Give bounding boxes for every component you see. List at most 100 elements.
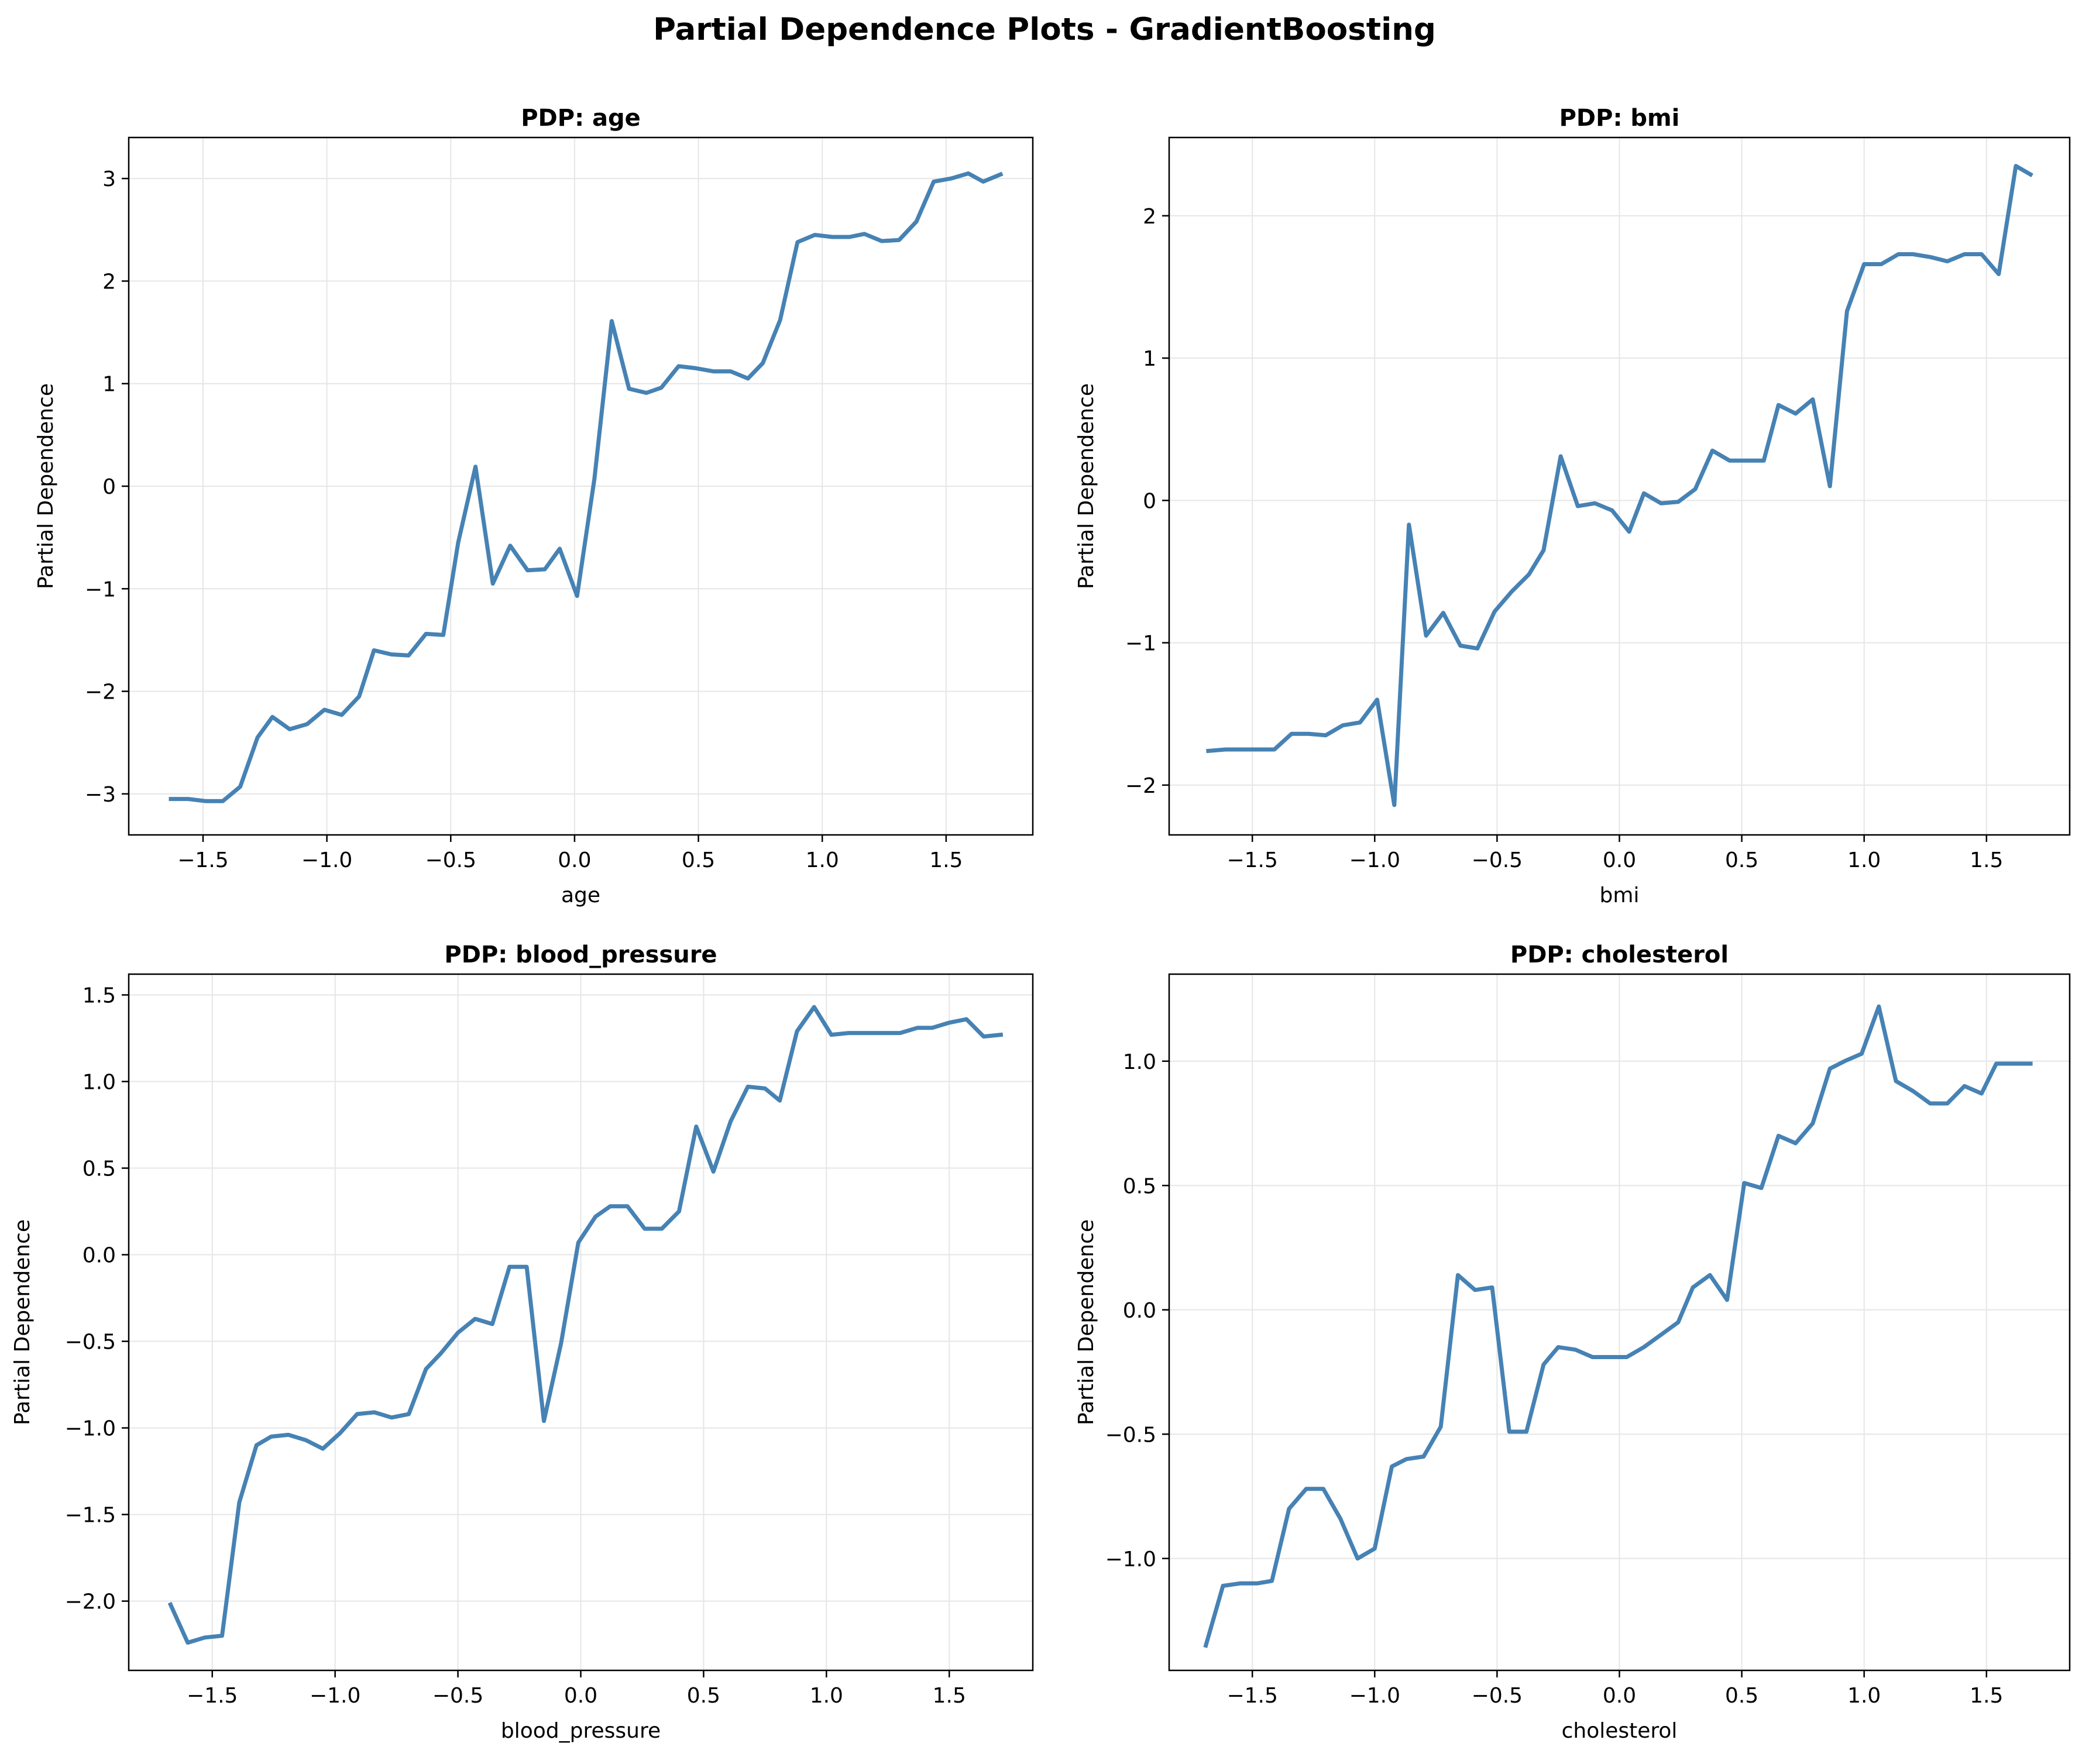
data-point (746, 377, 750, 380)
data-point (1207, 749, 1210, 752)
data-point (1691, 1286, 1695, 1290)
data-point (255, 1443, 258, 1447)
data-point (729, 370, 733, 373)
x-tick-label: −1.5 (1226, 1684, 1277, 1708)
data-point (1627, 530, 1631, 534)
data-point (424, 1367, 428, 1371)
pdp-line (167, 1005, 1004, 1645)
data-point (304, 1438, 307, 1442)
data-point (1843, 1060, 1846, 1063)
x-tick-label: −1.0 (1349, 1684, 1400, 1708)
x-tick-label: 0.0 (564, 1684, 597, 1708)
y-tick-label: −1 (85, 577, 116, 601)
data-point (1557, 1346, 1560, 1349)
data-point (203, 1636, 207, 1639)
data-point (1339, 1517, 1342, 1521)
x-tick-label: 0.5 (1725, 848, 1758, 872)
data-point (1610, 508, 1614, 512)
x-tick-label: 1.0 (810, 1684, 843, 1708)
data-point (442, 633, 445, 637)
y-tick-label: 3 (102, 167, 116, 191)
data-point (796, 240, 799, 244)
y-tick-label: −3 (85, 783, 116, 807)
data-point (1828, 484, 1832, 488)
y-tick-label: 0 (102, 475, 116, 499)
data-point (1659, 501, 1663, 505)
y-tick-label: 2 (102, 270, 116, 294)
x-tick-label: −1.0 (1349, 848, 1400, 872)
data-point (559, 1342, 563, 1345)
data-point (1777, 403, 1780, 407)
data-point (322, 708, 326, 711)
data-point (763, 1086, 767, 1090)
data-point (1390, 1465, 1394, 1469)
data-point (1221, 1584, 1225, 1588)
data-point (1593, 501, 1597, 505)
data-point (949, 177, 953, 180)
subplot-blood-pressure: −1.5 −1.0 −0.5 0.0 0.5 1.0 1.5 −2.0 −1.5 −1.0 −0.5… (11, 941, 1034, 1743)
data-point (898, 1031, 902, 1035)
subplot-title: PDP: bmi (1559, 105, 1680, 132)
y-tick-label: 1.0 (1123, 1050, 1156, 1074)
x-tick-label: −1.5 (187, 1684, 238, 1708)
x-tick-label: 0.5 (682, 848, 715, 872)
x-tick-label: 1.0 (806, 848, 839, 872)
data-point (186, 1641, 190, 1645)
y-tick-label: −2 (85, 680, 116, 704)
data-point (1880, 263, 1883, 266)
x-tick-label: −0.5 (1472, 848, 1523, 872)
data-point (1393, 803, 1396, 807)
data-point (1710, 449, 1714, 452)
data-point (1287, 1507, 1291, 1511)
data-point (340, 713, 343, 717)
data-point (1324, 734, 1328, 737)
y-tick-label: 0.5 (1123, 1174, 1156, 1198)
data-point (813, 233, 817, 237)
data-point (1273, 748, 1276, 751)
data-point (778, 1099, 782, 1102)
data-point (1241, 748, 1244, 751)
data-point (1542, 1363, 1545, 1366)
data-point (1256, 1581, 1259, 1585)
data-point (677, 1210, 681, 1213)
data-point (712, 370, 715, 373)
y-tick-label: −0.5 (1105, 1423, 1156, 1447)
data-point (338, 1431, 342, 1435)
data-point (1441, 611, 1445, 615)
data-point (947, 1021, 951, 1024)
data-point (864, 1031, 868, 1035)
data-point (1794, 1141, 1798, 1145)
data-point (1676, 1321, 1680, 1324)
data-point (761, 362, 765, 365)
data-point (1341, 724, 1345, 727)
data-point (880, 239, 884, 243)
data-point (1676, 500, 1680, 504)
data-point (1525, 1430, 1528, 1433)
data-point (1777, 1134, 1780, 1137)
x-tick-label: −0.5 (432, 1684, 483, 1708)
data-point (1659, 1333, 1663, 1336)
x-tick-label: −1.0 (301, 848, 352, 872)
data-point (593, 477, 596, 481)
x-tick-label: 0.0 (1603, 848, 1636, 872)
y-tick-label: 0.0 (83, 1244, 116, 1268)
data-point (1946, 1102, 1949, 1105)
data-point (594, 1215, 597, 1218)
data-point (373, 1411, 376, 1414)
y-tick-label: −2 (1125, 774, 1156, 798)
data-point (694, 366, 698, 370)
x-tick-label: −1.5 (1226, 848, 1277, 872)
data-point (2014, 164, 2018, 168)
data-point (2012, 1062, 2015, 1065)
data-point (1760, 1187, 1763, 1190)
x-tick-label: 1.5 (929, 848, 963, 872)
data-point (407, 1412, 411, 1416)
data-point (542, 1419, 546, 1423)
data-point (525, 569, 529, 572)
data-point (491, 582, 494, 586)
y-tick-label: −1 (1125, 632, 1156, 656)
x-tick-label: 1.5 (1970, 1684, 2003, 1708)
data-point (288, 727, 291, 731)
data-point (1911, 252, 1915, 256)
data-point (1527, 573, 1531, 576)
